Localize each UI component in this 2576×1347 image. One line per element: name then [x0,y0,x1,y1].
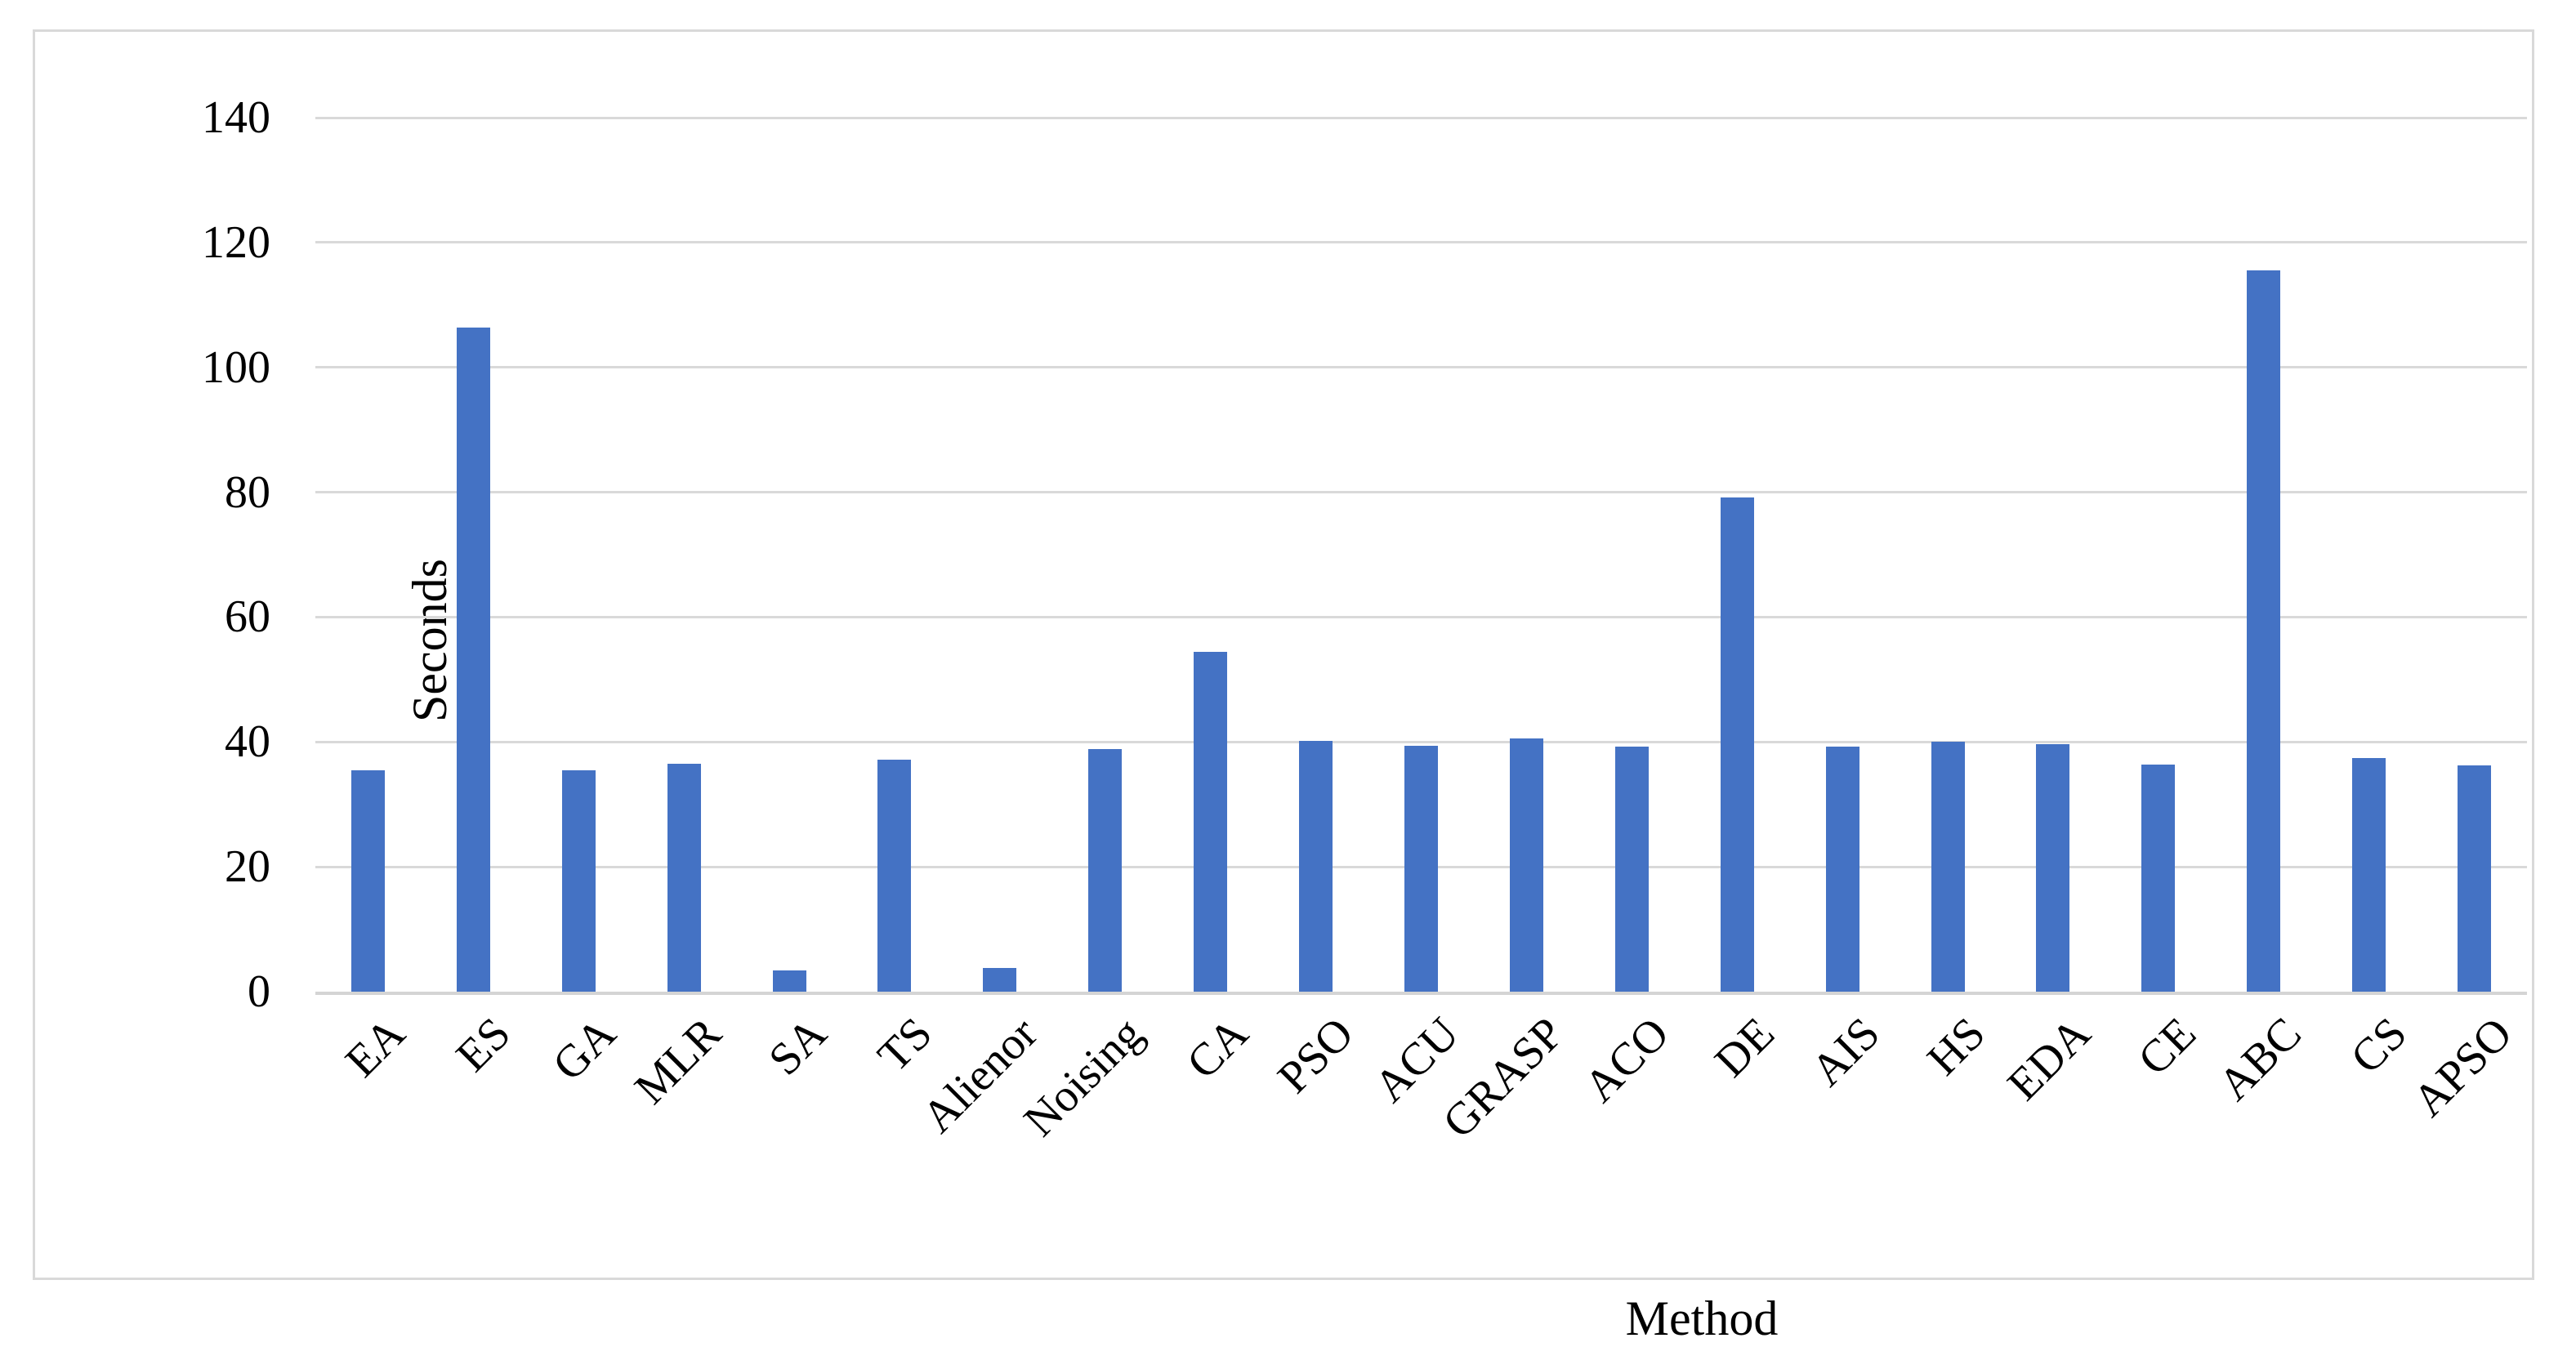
x-tick-label: ABC [2208,1008,2311,1111]
x-tick-label: CE [2128,1008,2206,1086]
y-tick-label: 100 [202,341,270,393]
gridline [315,740,2527,743]
x-tick-label: PSO [1267,1008,1364,1104]
bar-grasp [1509,738,1543,992]
bar-pso [1299,740,1333,992]
bar-ais [1825,746,1859,992]
x-tick-label: ACO [1574,1008,1680,1113]
y-tick-label: 20 [225,841,270,893]
bar-cs [2352,758,2386,992]
bar-ts [877,760,912,992]
gridline [315,366,2527,369]
bar-sa [772,970,806,992]
x-tick-label: HS [1917,1008,1995,1086]
bar-mlr [667,764,701,992]
bar-aco [1614,746,1649,992]
y-tick-label: 60 [225,591,270,643]
x-axis-title: Method [1625,1291,1779,1345]
bar-hs [1931,742,1965,992]
x-tick-label: APSO [2403,1008,2522,1127]
bar-ga [561,769,596,992]
bar-noising [1088,748,1123,992]
x-axis-line [315,992,2527,995]
bar-ca [1194,652,1228,992]
bar-ea [350,770,385,992]
chart-figure-frame: Seconds Method 0 20 40 60 80 100 120 140 EA ES GA M… [33,29,2534,1345]
y-tick-label: 80 [225,466,270,518]
bar-de [1720,497,1754,992]
x-tick-label: CS [2341,1008,2417,1084]
gridline [315,491,2527,494]
x-tick-label: GA [543,1008,627,1091]
y-tick-label: 140 [202,92,270,143]
bar-es [456,327,490,992]
bar-acu [1404,745,1438,992]
bar-ce [2141,764,2176,992]
x-tick-label: DE [1705,1008,1785,1087]
bar-alienor [983,967,1017,992]
plot-area: Seconds Method 0 20 40 60 80 100 120 140 EA ES GA M… [202,92,2527,1345]
x-tick-label: TS [868,1008,942,1082]
y-tick-label: 0 [248,966,270,1017]
gridline [315,615,2527,618]
x-tick-label: ES [447,1008,521,1082]
y-tick-label: 40 [225,716,270,768]
x-tick-label: CA [1176,1008,1258,1089]
bar-apso [2458,765,2492,992]
x-tick-label: AIS [1801,1008,1890,1096]
x-tick-label: Noising [1014,1008,1153,1147]
x-tick-label: EDA [1998,1008,2101,1111]
x-tick-label: EA [336,1008,416,1087]
x-tick-label: MLR [625,1008,731,1114]
bar-abc [2247,270,2281,992]
gridline [315,241,2527,244]
bar-eda [2036,744,2070,992]
y-axis-title: Seconds [403,559,457,722]
y-tick-label: 120 [202,216,270,268]
gridline [315,116,2527,119]
x-tick-label: SA [759,1008,837,1086]
